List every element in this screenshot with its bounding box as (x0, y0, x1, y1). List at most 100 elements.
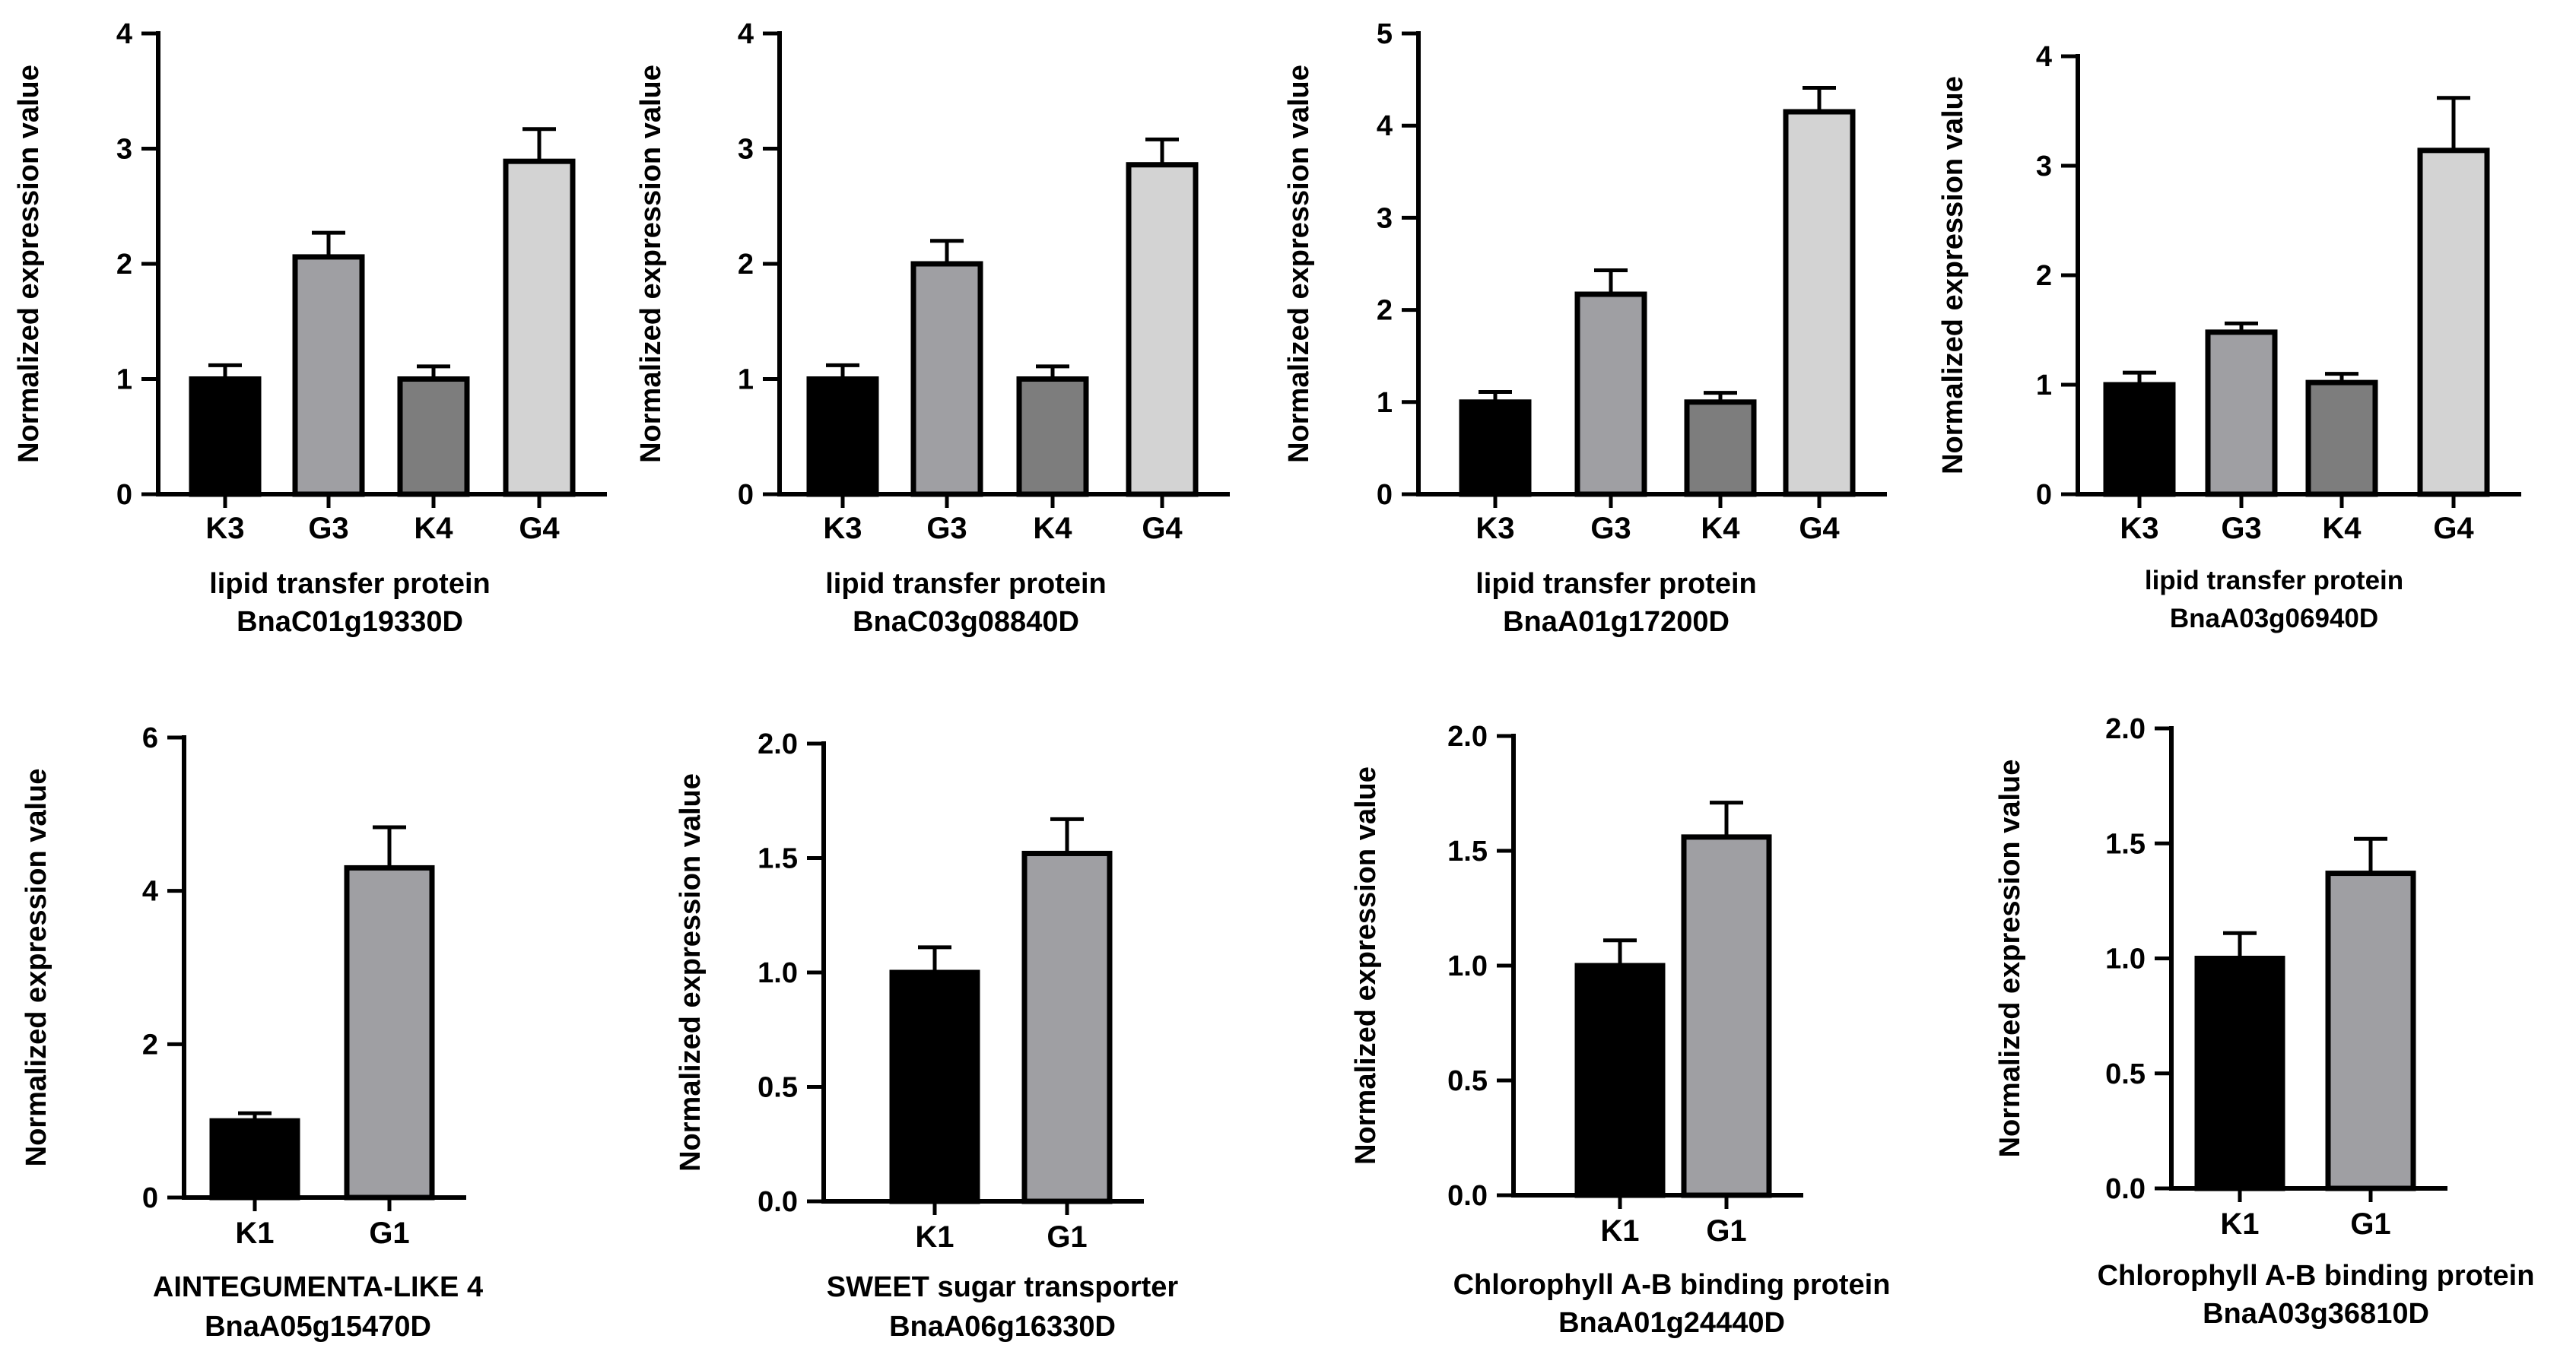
y-tick-label: 1 (2036, 370, 2052, 401)
y-tick-label: 0 (142, 1182, 158, 1214)
x-category-label-G1: G1 (2350, 1207, 2390, 1241)
y-tick-label: 0.0 (2105, 1173, 2146, 1205)
x-category-label-K1: K1 (1600, 1214, 1639, 1248)
bar-G3 (2205, 329, 2278, 497)
y-tick-label: 1.5 (758, 843, 798, 875)
x-category-label-K4: K4 (414, 512, 453, 545)
y-axis-title: Normalized expression value (1283, 65, 1315, 463)
x-category-label-K3: K3 (2120, 512, 2158, 545)
y-axis-title: Normalized expression value (1994, 760, 2026, 1158)
y-tick-label: 3 (2036, 151, 2052, 182)
y-tick-label: 0 (738, 479, 754, 511)
x-axis-title-line2: BnaA01g17200D (1503, 606, 1730, 638)
bar-K4 (1016, 376, 1089, 497)
bar-K1 (1574, 963, 1666, 1198)
x-category-label-G3: G3 (2221, 512, 2261, 545)
y-tick-label: 6 (142, 722, 158, 754)
chart-panel-1: 0 1 2 3 4 K3 G3 K4 G4 Normalized expression value… (13, 18, 607, 638)
x-category-label-G3: G3 (1590, 512, 1631, 545)
y-axis-title: Normalized expression value (635, 65, 667, 463)
x-category-label-K4: K4 (1701, 512, 1740, 545)
y-tick-label: 2 (738, 249, 754, 281)
chart-panel-8: 0.0 0.5 1.0 1.5 2.0 K1 G1 Normalized expression… (1994, 713, 2534, 1330)
y-tick-label: 4 (116, 18, 132, 50)
y-tick-label: 1.0 (758, 957, 798, 989)
x-axis-title-line1: Chlorophyll A-B binding protein (2098, 1260, 2535, 1292)
x-category-label-K3: K3 (205, 512, 244, 545)
x-category-label-G4: G4 (2433, 512, 2474, 545)
y-tick-label: 0 (116, 479, 132, 511)
y-tick-label: 2.0 (2105, 713, 2146, 745)
chart-panel-5: 0 2 4 6 K1 G1 Normalized expression value AINTE… (21, 722, 483, 1343)
y-tick-label: 2 (2036, 260, 2052, 292)
bar-G4 (2417, 148, 2490, 497)
x-category-label-G1: G1 (1706, 1214, 1746, 1248)
x-axis-title-line1: Chlorophyll A-B binding protein (1453, 1269, 1891, 1301)
chart-panel-4: 0 1 2 3 4 K3 G3 K4 G4 Normalized expression value… (1937, 41, 2521, 633)
x-category-label-K4: K4 (2322, 512, 2362, 545)
bar-G1 (1681, 834, 1772, 1198)
y-tick-label: 5 (1377, 18, 1393, 50)
x-category-label-G4: G4 (1142, 512, 1183, 545)
x-axis-title-line1: lipid transfer protein (209, 568, 490, 600)
bar-G1 (2325, 871, 2416, 1191)
y-tick-label: 4 (738, 18, 754, 50)
y-tick-label: 2 (116, 249, 132, 281)
y-tick-label: 0.0 (758, 1186, 798, 1218)
y-axis-title: Normalized expression value (675, 773, 707, 1172)
x-axis-title-line1: lipid transfer protein (1475, 568, 1756, 600)
y-tick-label: 1 (738, 364, 754, 396)
bar-K4 (1684, 399, 1757, 497)
y-tick-label: 3 (1377, 202, 1393, 234)
bar-K4 (2305, 379, 2378, 497)
y-tick-label: 4 (1377, 110, 1393, 142)
x-axis-title-line1: SWEET sugar transporter (827, 1271, 1179, 1303)
bar-G1 (1021, 850, 1113, 1204)
x-category-label-G4: G4 (1799, 512, 1840, 545)
y-tick-label: 3 (116, 134, 132, 166)
x-category-label-K3: K3 (823, 512, 862, 545)
y-tick-label: 1 (116, 364, 132, 396)
x-category-label-G3: G3 (308, 512, 348, 545)
bar-K3 (806, 376, 879, 497)
x-axis-title-line2: BnaA06g16330D (889, 1311, 1116, 1343)
x-axis-title-line1: AINTEGUMENTA-LIKE 4 (153, 1271, 483, 1303)
chart-panel-2: 0 1 2 3 4 K3 G3 K4 G4 Normalized expression value… (635, 18, 1230, 638)
x-axis-title-line1: lipid transfer protein (825, 568, 1106, 600)
x-axis-title-line2: BnaA03g36810D (2203, 1298, 2429, 1330)
bar-K3 (1459, 399, 1532, 497)
bar-G1 (344, 865, 435, 1201)
y-tick-label: 0.5 (758, 1072, 798, 1104)
bar-K1 (889, 969, 980, 1204)
bar-K1 (209, 1118, 300, 1201)
bar-G3 (292, 254, 365, 497)
x-category-label-G4: G4 (519, 512, 560, 545)
bar-K3 (189, 376, 262, 497)
y-tick-label: 2 (142, 1029, 158, 1061)
chart-panel-7: 0.0 0.5 1.0 1.5 2.0 K1 G1 Normalized expression… (1350, 721, 1890, 1339)
x-category-label-G1: G1 (369, 1217, 409, 1250)
bar-G3 (1574, 291, 1647, 497)
x-axis-title-line2: BnaA03g06940D (2170, 604, 2378, 633)
y-tick-label: 1.0 (1447, 950, 1488, 982)
y-tick-label: 4 (142, 876, 158, 908)
y-tick-label: 0.0 (1447, 1180, 1488, 1212)
bar-K3 (2103, 382, 2176, 497)
x-category-label-K1: K1 (915, 1220, 954, 1254)
y-tick-label: 0.5 (2105, 1058, 2146, 1090)
y-tick-label: 4 (2036, 41, 2052, 73)
y-tick-label: 0 (1377, 479, 1393, 511)
x-category-label-K4: K4 (1033, 512, 1072, 545)
y-tick-label: 1.5 (2105, 828, 2146, 860)
bar-G4 (503, 158, 576, 497)
x-category-label-K1: K1 (235, 1217, 274, 1250)
y-tick-label: 1.5 (1447, 836, 1488, 868)
x-category-label-G3: G3 (926, 512, 967, 545)
y-axis-title: Normalized expression value (13, 65, 45, 463)
x-category-label-G1: G1 (1047, 1220, 1087, 1254)
y-tick-label: 2 (1377, 295, 1393, 327)
bar-K1 (2194, 956, 2285, 1191)
bar-G4 (1126, 162, 1199, 497)
y-tick-label: 0 (2036, 479, 2052, 511)
